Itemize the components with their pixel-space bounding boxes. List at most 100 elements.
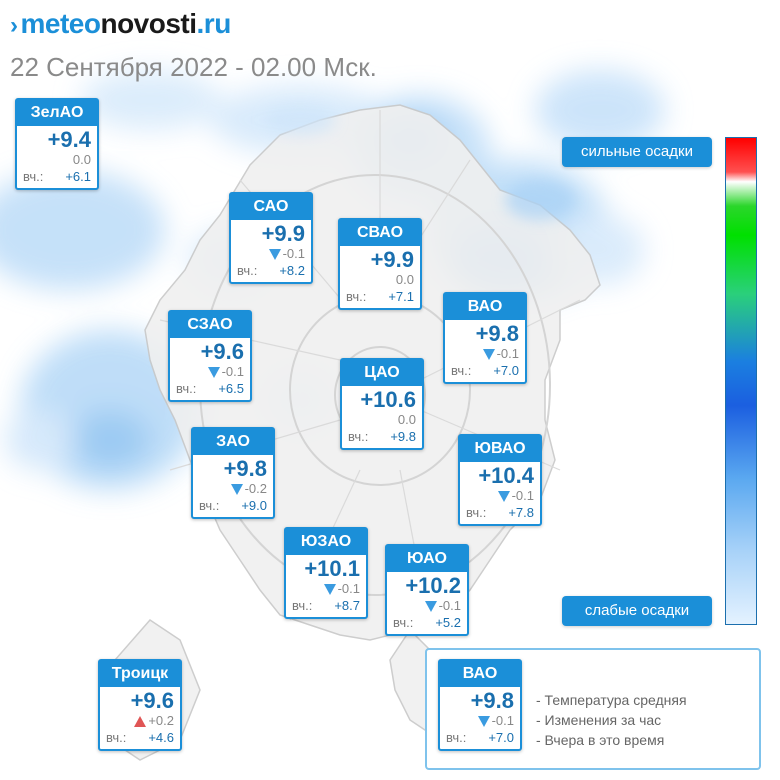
yesterday-label: вч.:: [393, 615, 414, 630]
hourly-change-value: -0.1: [496, 346, 519, 361]
temperature-value: +9.6: [130, 688, 174, 713]
district-card[interactable]: СВАО +9.9 0.0 вч.: +7.1: [338, 218, 422, 310]
yesterday-value: +7.0: [493, 363, 519, 378]
district-card[interactable]: ЗАО +9.8 -0.2 вч.: +9.0: [191, 427, 275, 519]
key-descriptions: - Температура средняя - Изменения за час…: [536, 690, 687, 750]
trend-down-icon: [323, 584, 336, 596]
yesterday-label: вч.:: [199, 498, 220, 513]
district-name: СВАО: [340, 220, 420, 246]
yesterday-row: вч.: +7.0: [451, 362, 519, 379]
yesterday-label: вч.:: [176, 381, 197, 396]
hourly-change: -0.1: [176, 364, 244, 380]
chevron-logo-icon: ›: [10, 12, 18, 39]
trend-down-icon: [482, 349, 495, 361]
district-card[interactable]: САО +9.9 -0.1 вч.: +8.2: [229, 192, 313, 284]
yesterday-label: вч.:: [446, 730, 467, 745]
district-card[interactable]: ВАО +9.8 -0.1 вч.: +7.0: [438, 659, 522, 751]
yesterday-label: вч.:: [451, 363, 472, 378]
temperature-value: +10.4: [478, 463, 534, 488]
district-name: ЮЗАО: [286, 529, 366, 555]
hourly-change-value: -0.1: [438, 598, 461, 613]
district-card[interactable]: ЮВАО +10.4 -0.1 вч.: +7.8: [458, 434, 542, 526]
hourly-change-value: 0.0: [72, 152, 91, 167]
yesterday-row: вч.: +9.0: [199, 497, 267, 514]
yesterday-label: вч.:: [292, 598, 313, 613]
hourly-change-value: -0.2: [244, 481, 267, 496]
yesterday-value: +9.8: [390, 429, 416, 444]
hourly-change-value: -0.1: [511, 488, 534, 503]
key-item-hourly-change: - Изменения за час: [536, 712, 662, 728]
key-item-temperature: - Температура средняя: [536, 692, 687, 708]
trend-down-icon: [477, 716, 490, 728]
precip-color-scale: [725, 137, 757, 625]
district-card[interactable]: ВАО +9.8 -0.1 вч.: +7.0: [443, 292, 527, 384]
weak-precip-label: слабые осадки: [562, 596, 712, 626]
temperature-value: +9.6: [200, 339, 244, 364]
yesterday-row: вч.: +6.5: [176, 380, 244, 397]
district-name: ВАО: [440, 661, 520, 687]
logo-middle: novosti: [100, 8, 197, 39]
yesterday-value: +8.2: [279, 263, 305, 278]
key-item-yesterday: - Вчера в это время: [536, 732, 665, 748]
district-name: ВАО: [445, 294, 525, 320]
district-card[interactable]: ЮЗАО +10.1 -0.1 вч.: +8.7: [284, 527, 368, 619]
yesterday-value: +7.1: [388, 289, 414, 304]
yesterday-label: вч.:: [348, 429, 369, 444]
yesterday-value: +4.6: [148, 730, 174, 745]
yesterday-row: вч.: +7.0: [446, 729, 514, 746]
site-logo[interactable]: › meteonovosti.ru: [10, 8, 231, 40]
temperature-value: +9.9: [261, 221, 305, 246]
district-card[interactable]: СЗАО +9.6 -0.1 вч.: +6.5: [168, 310, 252, 402]
district-card[interactable]: ЦАО +10.6 0.0 вч.: +9.8: [340, 358, 424, 450]
hourly-change-value: -0.1: [337, 581, 360, 596]
district-name: ЗелАО: [17, 100, 97, 126]
hourly-change: -0.1: [292, 581, 360, 597]
hourly-change: 0.0: [23, 152, 91, 168]
yesterday-row: вч.: +9.8: [348, 428, 416, 445]
yesterday-label: вч.:: [23, 169, 44, 184]
yesterday-row: вч.: +6.1: [23, 168, 91, 185]
yesterday-row: вч.: +5.2: [393, 614, 461, 631]
yesterday-row: вч.: +8.2: [237, 262, 305, 279]
strong-precip-label: сильные осадки: [562, 137, 712, 167]
hourly-change-value: 0.0: [395, 272, 414, 287]
district-name: Троицк: [100, 661, 180, 687]
temperature-value: +9.4: [47, 127, 91, 152]
temperature-value: +9.8: [470, 688, 514, 713]
trend-down-icon: [207, 367, 220, 379]
hourly-change-value: 0.0: [397, 412, 416, 427]
trend-down-icon: [424, 601, 437, 613]
trend-down-icon: [268, 249, 281, 261]
yesterday-label: вч.:: [466, 505, 487, 520]
temperature-value: +9.8: [475, 321, 519, 346]
district-name: ЦАО: [342, 360, 422, 386]
hourly-change: -0.1: [393, 598, 461, 614]
yesterday-value: +5.2: [435, 615, 461, 630]
temperature-value: +10.2: [405, 573, 461, 598]
trend-up-icon: [134, 716, 147, 728]
hourly-change: -0.1: [451, 346, 519, 362]
yesterday-row: вч.: +4.6: [106, 729, 174, 746]
yesterday-value: +6.5: [218, 381, 244, 396]
temperature-value: +10.6: [360, 387, 416, 412]
yesterday-value: +7.0: [488, 730, 514, 745]
district-card[interactable]: Троицк +9.6 +0.2 вч.: +4.6: [98, 659, 182, 751]
hourly-change-value: -0.1: [282, 246, 305, 261]
yesterday-value: +7.8: [508, 505, 534, 520]
district-name: ЗАО: [193, 429, 273, 455]
yesterday-label: вч.:: [106, 730, 127, 745]
district-name: ЮАО: [387, 546, 467, 572]
district-card[interactable]: ЗелАО +9.4 0.0 вч.: +6.1: [15, 98, 99, 190]
logo-suffix: .ru: [196, 8, 232, 39]
hourly-change-value: +0.2: [148, 713, 174, 728]
trend-down-icon: [230, 484, 243, 496]
district-name: ЮВАО: [460, 436, 540, 462]
hourly-change: -0.2: [199, 481, 267, 497]
temperature-value: +9.9: [370, 247, 414, 272]
hourly-change: 0.0: [348, 412, 416, 428]
hourly-change: -0.1: [446, 713, 514, 729]
temperature-value: +9.8: [223, 456, 267, 481]
trend-down-icon: [497, 491, 510, 503]
district-card[interactable]: ЮАО +10.2 -0.1 вч.: +5.2: [385, 544, 469, 636]
yesterday-row: вч.: +8.7: [292, 597, 360, 614]
